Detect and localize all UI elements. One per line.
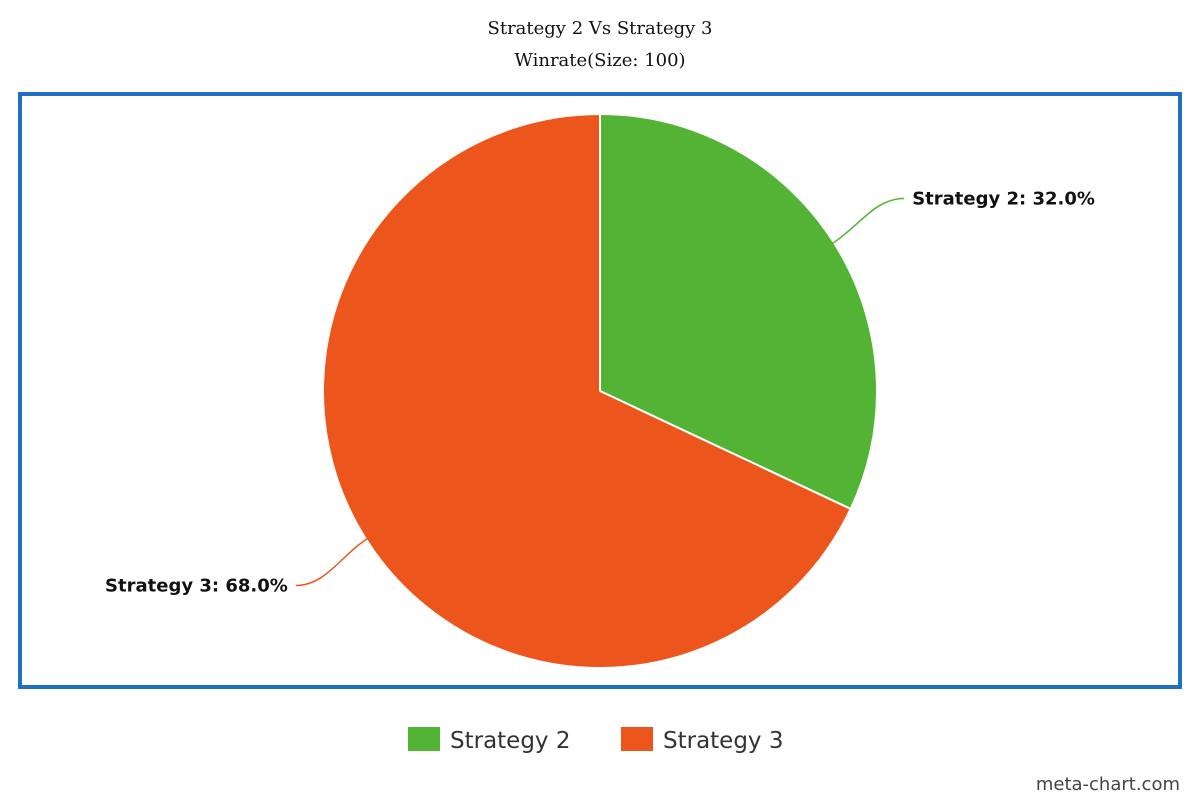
- legend-label-strategy-2[interactable]: Strategy 2: [450, 728, 571, 754]
- slice-labels: Strategy 2: 32.0% Strategy 3: 68.0%: [105, 189, 1095, 597]
- chart-title: Strategy 2 Vs Strategy 3: [488, 18, 713, 39]
- slice-label-strategy-3: Strategy 3: 68.0%: [105, 575, 288, 596]
- legend-swatch-strategy-3[interactable]: [621, 727, 653, 751]
- pie-slices: [322, 113, 878, 669]
- legend-label-strategy-3[interactable]: Strategy 3: [663, 728, 784, 754]
- chart-subtitle: Winrate(Size: 100): [514, 50, 685, 71]
- watermark: meta-chart.com: [1036, 774, 1180, 795]
- label-connector-strategy-2: [831, 197, 905, 245]
- legend: Strategy 2 Strategy 3: [408, 727, 784, 754]
- label-connector-strategy-3: [295, 537, 369, 587]
- slice-label-strategy-2: Strategy 2: 32.0%: [912, 189, 1095, 210]
- legend-swatch-strategy-2[interactable]: [408, 727, 440, 751]
